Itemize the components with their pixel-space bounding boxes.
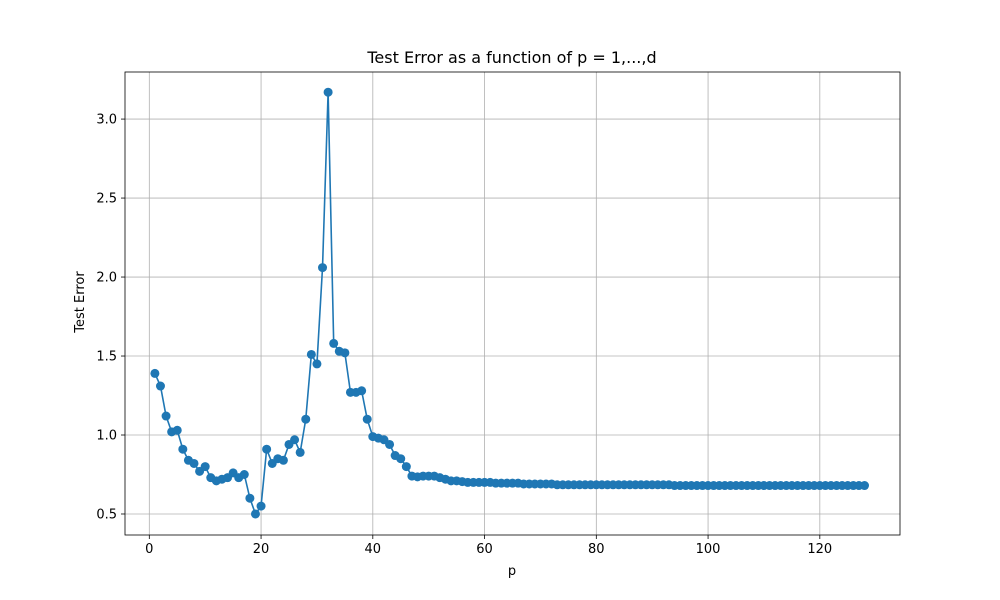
- data-point: [178, 444, 188, 454]
- data-point: [306, 349, 316, 359]
- y-axis-label: Test Error: [73, 271, 88, 334]
- data-point: [155, 381, 165, 391]
- x-tick-label: 0: [145, 542, 153, 557]
- data-point: [318, 263, 328, 273]
- y-tick-label: 0.5: [96, 507, 117, 522]
- x-tick-label: 20: [253, 542, 270, 557]
- axes-layer: 0 20 40 60 80 100 120 0.5 1.0 1.5 2.0 2.5 3.0: [96, 71, 901, 557]
- grid-layer: [125, 72, 900, 535]
- data-point: [200, 462, 210, 472]
- x-tick-label: 100: [696, 542, 721, 557]
- data-point: [172, 425, 182, 435]
- axes-frame: [124, 71, 901, 536]
- data-point: [357, 386, 367, 396]
- data-point: [161, 411, 171, 421]
- y-tick-label: 3.0: [96, 113, 117, 128]
- data-point: [295, 447, 305, 457]
- data-point: [362, 414, 372, 424]
- data-point: [301, 414, 311, 424]
- data-point: [323, 87, 333, 97]
- data-point: [312, 359, 322, 369]
- data-point: [189, 458, 199, 468]
- data-point: [250, 509, 260, 519]
- x-axis-label: p: [508, 564, 516, 579]
- data-point: [329, 338, 339, 348]
- data-point: [245, 493, 255, 503]
- data-point: [278, 455, 288, 465]
- data-point: [340, 348, 350, 358]
- y-tick-label: 1.5: [96, 350, 117, 365]
- data-point: [150, 368, 160, 378]
- y-tick-label: 1.0: [96, 429, 117, 444]
- y-tick-label: 2.5: [96, 192, 117, 207]
- data-point: [385, 439, 395, 449]
- data-point: [290, 435, 300, 445]
- data-point: [860, 481, 870, 491]
- x-tick-label: 80: [588, 542, 605, 557]
- x-tick-label: 120: [807, 542, 832, 557]
- data-point: [256, 501, 266, 511]
- data-point: [401, 462, 411, 472]
- data-point: [396, 454, 406, 464]
- x-tick-label: 40: [365, 542, 382, 557]
- y-tick-label: 2.0: [96, 271, 117, 286]
- chart-title: Test Error as a function of p = 1,...,d: [366, 48, 656, 67]
- data-point: [239, 469, 249, 479]
- data-point: [262, 444, 272, 454]
- series-layer: [150, 87, 870, 519]
- x-tick-label: 60: [476, 542, 493, 557]
